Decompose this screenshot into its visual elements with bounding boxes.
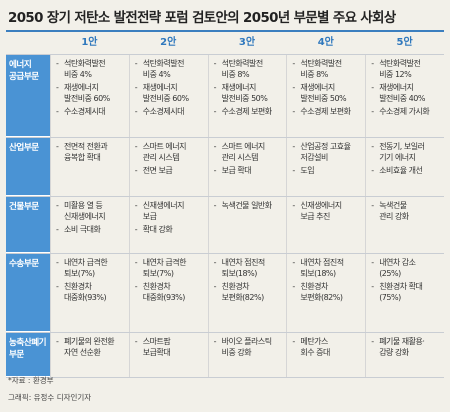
- row-label: 농축산폐기 부문: [6, 333, 50, 377]
- cell-item: 전면 보급: [135, 166, 205, 177]
- row-label: 수송부문: [6, 254, 50, 332]
- table-cell: 미활용 열 등신재생에너지소비 극대화: [50, 197, 129, 253]
- cell-item: 수소경제시대: [135, 107, 205, 118]
- cell-item: 친환경차 확대(75%): [371, 282, 441, 303]
- page-title: 2050 장기 저탄소 발전전략 포럼 검토안의 2050년 부문별 주요 사회…: [8, 11, 396, 26]
- table-cell: 내연차 감소(25%) 친환경차 확대(75%): [365, 254, 444, 332]
- table-row: 건물부문미활용 열 등신재생에너지소비 극대화신재생에너지보급확대 강화녹색건물…: [6, 197, 444, 254]
- source-note: *자료 : 환경부: [8, 376, 54, 385]
- table-cell: 신재생에너지보급확대 강화: [128, 197, 208, 253]
- cell-item: 보급 확대: [214, 166, 284, 177]
- cell-item: 수소경제 보편화: [214, 107, 284, 118]
- table-header: 1안 2안 3안 4안 5안: [6, 32, 444, 55]
- column-header: 2안: [160, 37, 177, 48]
- cell-item: 수소경제 보편화: [292, 107, 362, 118]
- column-header: 5안: [396, 37, 413, 48]
- header-corner: [6, 32, 50, 54]
- row-label: 건물부문: [6, 197, 50, 253]
- row-label: 산업부문: [6, 138, 50, 196]
- graphic-credit: 그래픽: 유정수 디자인기자: [8, 393, 92, 402]
- cell-item: 폐기물 재활용·감량 강화: [371, 337, 441, 358]
- column-header: 4안: [317, 37, 334, 48]
- cell-item: 수소경제시대: [56, 107, 126, 118]
- cell-item: 소비효율 개선: [371, 166, 441, 177]
- table-cell: 폐기물 재활용·감량 강화: [365, 333, 444, 377]
- table-cell: 산업공정 고효율저감설비도입: [286, 138, 366, 196]
- cell-item: 수소경제 가시화: [371, 107, 441, 118]
- cell-item: 도입: [292, 166, 362, 177]
- column-header: 3안: [238, 37, 256, 48]
- cell-item: 내연차 감소(25%): [371, 258, 441, 279]
- column-header: 1안: [81, 37, 98, 48]
- row-label: 에너지 공급부문: [6, 55, 50, 137]
- cell-item: 소비 극대화: [56, 225, 126, 236]
- cell-item: 녹색건물 일반화: [214, 201, 284, 212]
- cell-item: 확대 강화: [135, 225, 205, 236]
- table-cell: 녹색건물 일반화: [207, 197, 287, 253]
